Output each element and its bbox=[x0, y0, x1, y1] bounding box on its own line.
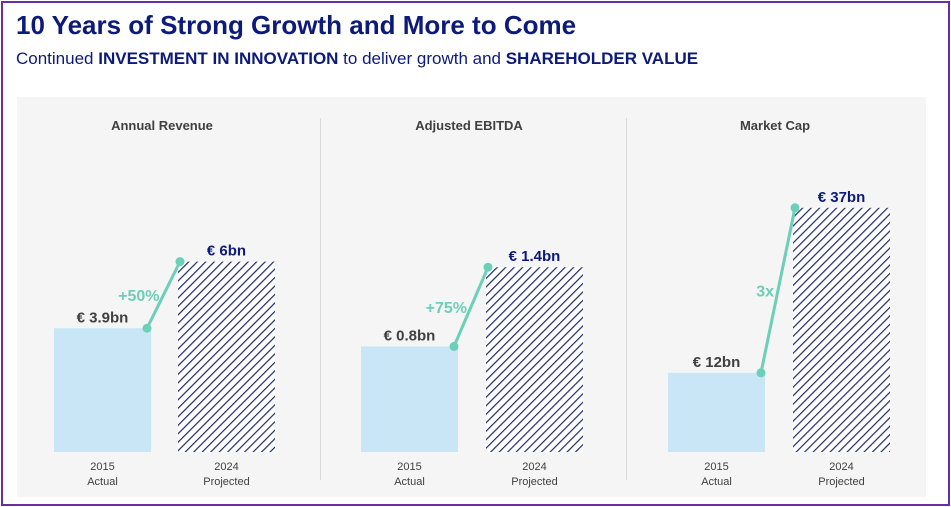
category-label-ebitda-2015: 2015 bbox=[397, 461, 421, 473]
growth-line-ebitda bbox=[452, 266, 490, 347]
subtitle-part-3: to deliver growth and bbox=[338, 49, 506, 68]
chart-title-ebitda: Adjusted EBITDA bbox=[415, 118, 523, 133]
category-sublabel-ebitda-2024: Projected bbox=[511, 476, 557, 488]
value-label-market-cap-2024: € 37bn bbox=[818, 189, 866, 206]
category-sublabel-revenue-2015: Actual bbox=[87, 476, 118, 488]
growth-dot-end-ebitda bbox=[483, 262, 493, 272]
value-label-revenue-2015: € 3.9bn bbox=[77, 309, 129, 326]
subtitle-emphasis-innovation: INVESTMENT IN INNOVATION bbox=[98, 49, 339, 68]
value-label-revenue-2024: € 6bn bbox=[207, 243, 246, 260]
growth-label-revenue: +50% bbox=[118, 288, 159, 305]
category-sublabel-revenue-2024: Projected bbox=[203, 476, 249, 488]
growth-label-ebitda: +75% bbox=[426, 300, 467, 317]
bar-market-cap-2015 bbox=[668, 372, 765, 452]
bar-revenue-2015 bbox=[54, 328, 151, 452]
growth-label-market-cap: 3x bbox=[756, 283, 774, 300]
growth-line-market-cap bbox=[759, 207, 797, 374]
category-label-ebitda-2024: 2024 bbox=[522, 461, 546, 473]
growth-line-revenue bbox=[145, 260, 182, 329]
bar-market-cap-2024 bbox=[793, 207, 890, 452]
bar-ebitda-2015 bbox=[361, 346, 458, 452]
chart-title-market-cap: Market Cap bbox=[739, 118, 811, 133]
page-title: 10 Years of Strong Growth and More to Co… bbox=[16, 10, 577, 40]
panel-divider-1 bbox=[320, 118, 321, 480]
category-label-market-cap-2015: 2015 bbox=[704, 461, 728, 473]
category-label-revenue-2024: 2024 bbox=[214, 461, 238, 473]
growth-dot-start-ebitda bbox=[449, 341, 459, 351]
value-label-ebitda-2024: € 1.4bn bbox=[509, 248, 561, 265]
page-subtitle: Continued INVESTMENT IN INNOVATION to de… bbox=[16, 49, 698, 69]
subtitle-emphasis-shareholder-value: SHAREHOLDER VALUE bbox=[505, 49, 699, 68]
value-label-ebitda-2015: € 0.8bn bbox=[384, 327, 436, 344]
bar-revenue-2024 bbox=[178, 261, 275, 452]
growth-dot-start-revenue bbox=[142, 323, 152, 333]
value-label-market-cap-2015: € 12bn bbox=[693, 354, 741, 371]
bar-ebitda-2024 bbox=[486, 267, 583, 452]
growth-dot-end-market-cap bbox=[790, 203, 800, 213]
growth-dot-end-revenue bbox=[175, 257, 185, 267]
charts-background bbox=[17, 97, 926, 497]
category-sublabel-ebitda-2015: Actual bbox=[394, 476, 425, 488]
growth-dot-start-market-cap bbox=[756, 368, 766, 378]
chart-title-revenue: Annual Revenue bbox=[111, 118, 213, 133]
category-label-market-cap-2024: 2024 bbox=[829, 461, 853, 473]
category-label-revenue-2015: 2015 bbox=[90, 461, 114, 473]
panel-divider-2 bbox=[626, 118, 627, 480]
category-sublabel-market-cap-2015: Actual bbox=[701, 476, 732, 488]
subtitle-part-1: Continued bbox=[16, 49, 99, 68]
category-sublabel-market-cap-2024: Projected bbox=[818, 476, 864, 488]
